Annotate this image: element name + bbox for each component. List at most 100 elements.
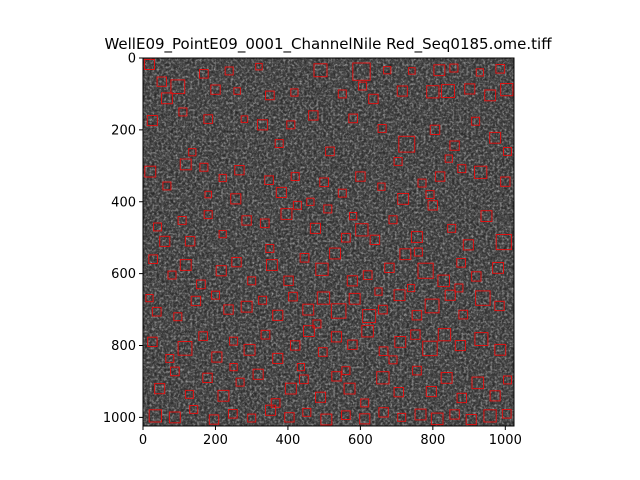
detection-box xyxy=(398,135,416,153)
detection-box xyxy=(425,190,435,200)
detection-box xyxy=(319,177,329,188)
detection-box xyxy=(265,90,275,101)
detection-box xyxy=(284,382,297,395)
detection-box xyxy=(223,304,234,315)
detection-box xyxy=(240,300,253,313)
x-tick-label: 1000 xyxy=(489,433,522,448)
y-tick-label: 800 xyxy=(111,339,136,354)
detection-box xyxy=(417,178,427,188)
detection-box xyxy=(241,215,252,226)
detection-box xyxy=(378,346,389,356)
detection-box xyxy=(217,389,230,402)
detection-box xyxy=(199,162,209,172)
detection-box xyxy=(349,212,358,221)
detection-box xyxy=(168,411,181,424)
detection-box xyxy=(167,270,177,280)
detection-box xyxy=(341,410,351,420)
detection-box xyxy=(378,304,388,315)
detection-box xyxy=(426,85,440,99)
detection-box xyxy=(341,366,351,376)
detection-box xyxy=(454,283,464,293)
detection-boxes xyxy=(143,58,514,426)
detection-box xyxy=(411,231,423,243)
x-tick-label: 600 xyxy=(348,433,373,448)
detection-box xyxy=(483,409,497,423)
detection-box xyxy=(165,354,175,363)
detection-box xyxy=(302,303,315,316)
detection-box xyxy=(449,140,460,151)
detection-box xyxy=(475,290,491,306)
detection-box xyxy=(247,413,257,423)
detection-box xyxy=(413,247,423,257)
detection-box xyxy=(331,371,342,382)
detection-box xyxy=(203,210,213,220)
detection-box xyxy=(495,234,512,251)
detection-box xyxy=(316,291,331,305)
detection-box xyxy=(323,204,333,214)
detection-box xyxy=(437,328,452,342)
detection-box xyxy=(260,329,271,340)
detection-box xyxy=(290,340,301,351)
detection-box xyxy=(145,294,154,303)
detection-box xyxy=(161,92,173,105)
detection-box xyxy=(444,289,456,301)
detection-box xyxy=(503,375,512,385)
detection-box xyxy=(471,271,482,282)
detection-box xyxy=(393,387,405,398)
detection-box xyxy=(362,270,373,280)
detection-box xyxy=(290,88,299,97)
detection-box xyxy=(360,398,370,408)
detection-box xyxy=(495,64,506,74)
detection-box xyxy=(218,173,227,183)
detection-box xyxy=(247,276,257,286)
detection-box xyxy=(146,115,158,127)
detection-box xyxy=(447,223,457,233)
detection-box xyxy=(317,347,328,357)
detection-box xyxy=(346,275,358,287)
detection-box xyxy=(235,377,245,387)
detection-box xyxy=(352,62,371,81)
detection-box xyxy=(434,171,446,182)
detection-box xyxy=(147,336,158,348)
detection-box xyxy=(427,200,439,211)
detection-box xyxy=(272,309,284,321)
detection-box xyxy=(377,182,386,191)
detection-box xyxy=(302,407,312,417)
detection-box xyxy=(408,67,416,75)
detection-box xyxy=(189,405,199,414)
detection-box xyxy=(480,210,493,222)
detection-box xyxy=(296,363,305,372)
y-axis: 0 200 400 600 800 1000 xyxy=(103,52,143,426)
detection-box xyxy=(265,244,275,253)
detection-box xyxy=(159,235,171,247)
detection-box xyxy=(231,257,242,268)
detection-box xyxy=(240,115,249,123)
detection-box xyxy=(284,412,295,423)
detection-box xyxy=(177,216,187,225)
detection-box xyxy=(229,363,238,372)
detection-box xyxy=(444,154,453,163)
detection-box xyxy=(337,188,347,198)
detection-box xyxy=(417,262,434,279)
y-tick-label: 200 xyxy=(111,123,136,138)
detection-box xyxy=(501,409,512,419)
detection-box xyxy=(433,64,446,77)
detection-box xyxy=(457,164,467,174)
detection-box xyxy=(196,279,206,290)
detection-box xyxy=(429,124,441,135)
detection-box xyxy=(454,340,466,352)
detection-box xyxy=(188,148,197,157)
detection-box xyxy=(173,312,183,322)
detection-box xyxy=(399,248,412,261)
detection-box xyxy=(424,298,440,314)
detection-box xyxy=(384,262,395,274)
detection-box xyxy=(275,186,287,198)
detection-box xyxy=(264,175,274,185)
detection-box xyxy=(449,409,460,420)
detection-box xyxy=(266,259,278,271)
detection-box xyxy=(190,295,202,307)
detection-box xyxy=(393,289,406,302)
detection-box xyxy=(162,181,172,191)
detection-box xyxy=(329,247,342,260)
